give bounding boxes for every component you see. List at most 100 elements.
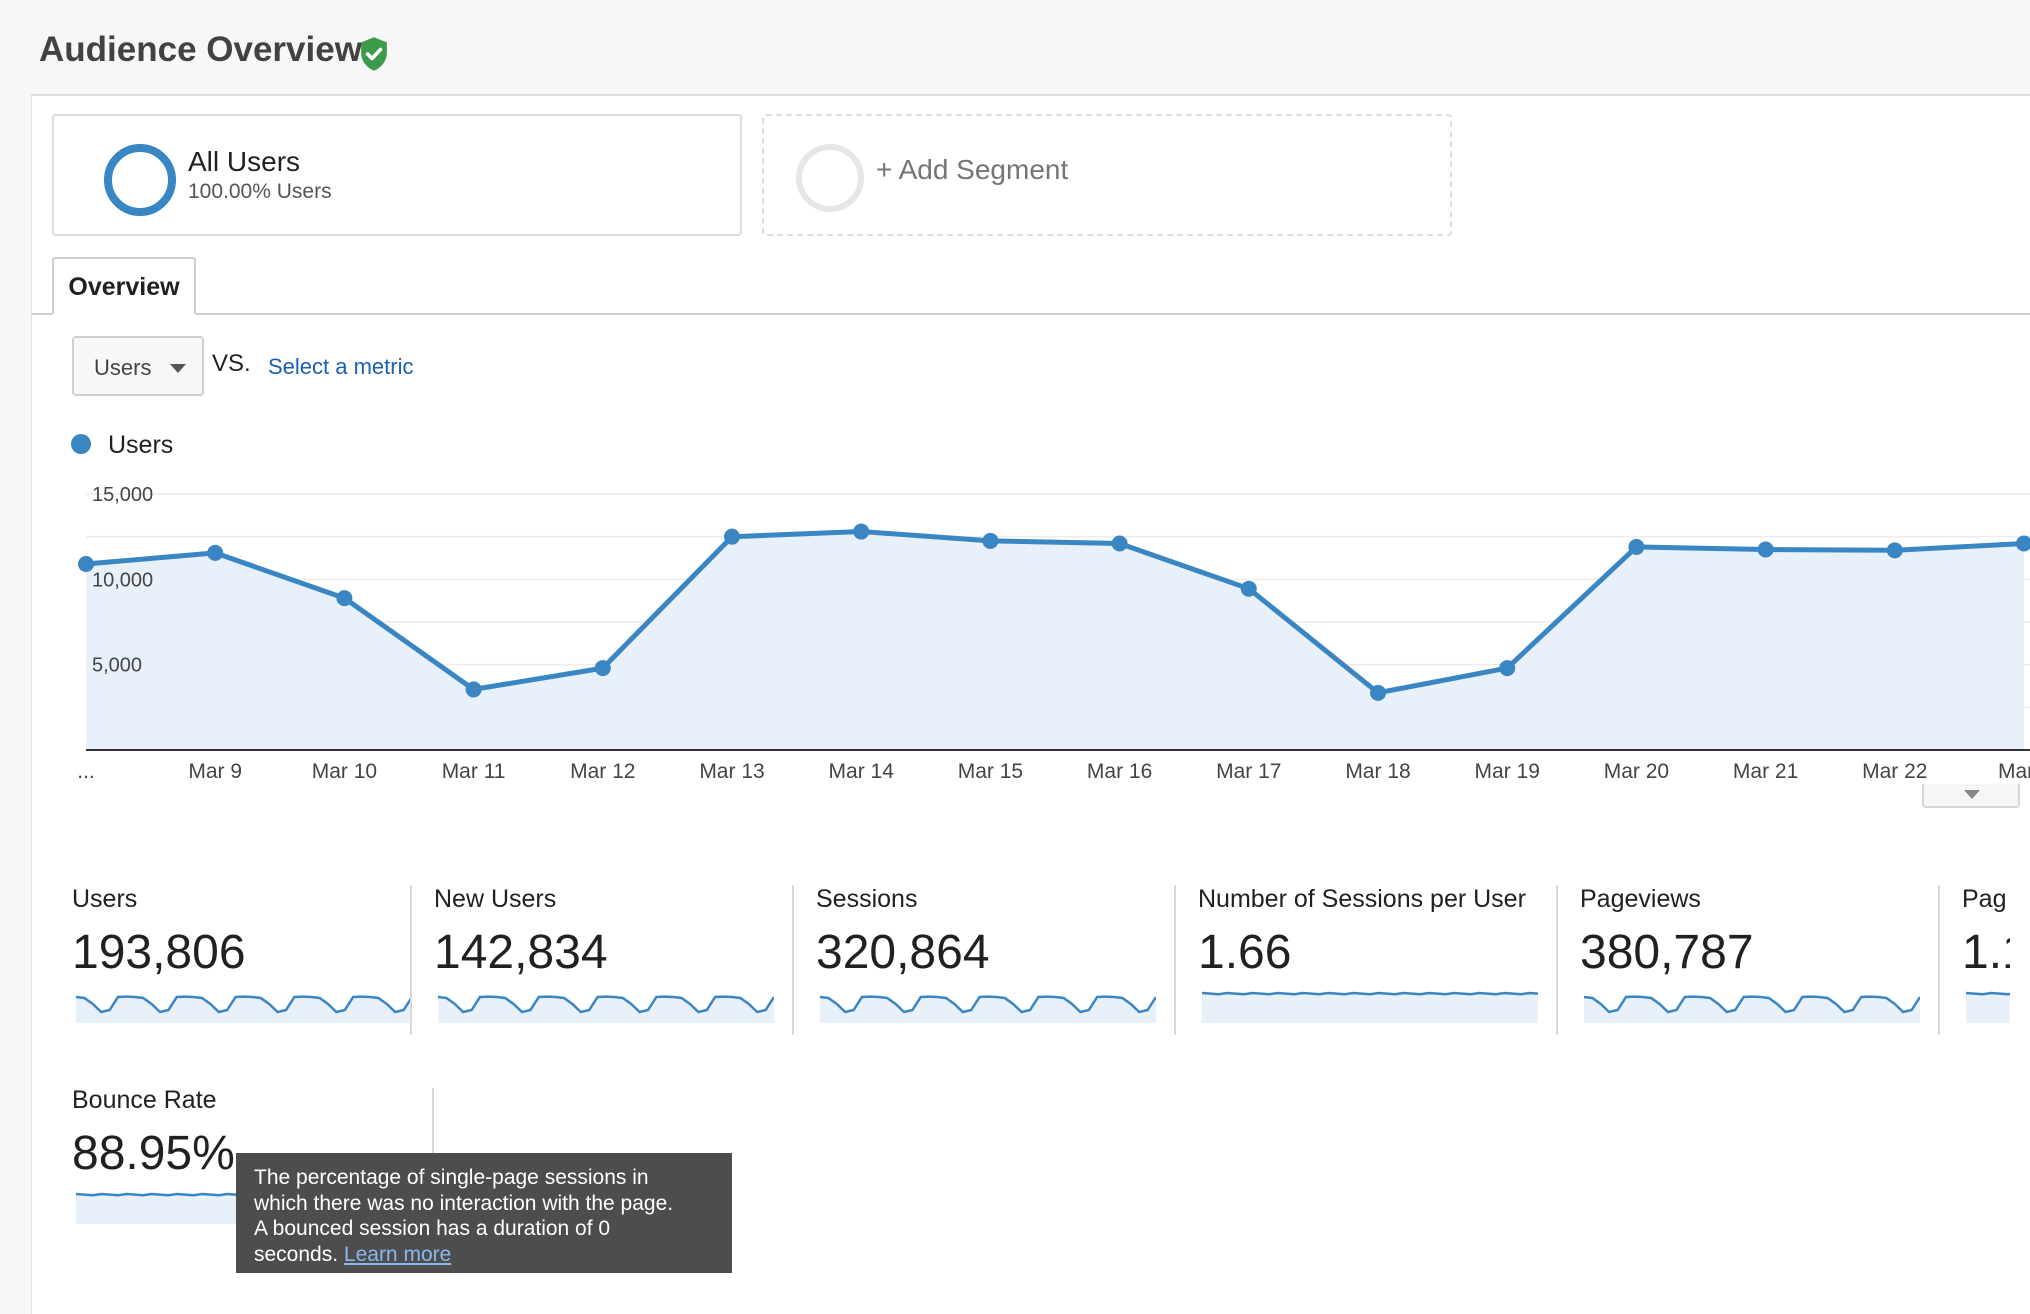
- sparkline-line: [438, 995, 774, 1014]
- users-line-chart: 15,000 10,000 5,000... Mar 9 Mar 10 Mar 11 Mar…: [77, 484, 2030, 783]
- metric-label: Pag: [1962, 885, 2007, 913]
- x-tick-label: Mar 20: [1604, 760, 1669, 783]
- sparkline-line: [1584, 995, 1920, 1014]
- tooltip-text-3: A bounced session has a duration of 0: [254, 1217, 611, 1240]
- tooltip-text-4: seconds.: [254, 1242, 339, 1266]
- sparkline-area: [1584, 996, 1920, 1023]
- metric-value: 1.1: [1962, 926, 2010, 979]
- empty-segment-ring-icon: [796, 144, 864, 212]
- metric-label: New Users: [434, 885, 557, 913]
- add-segment-label: + Add Segment: [876, 154, 1069, 185]
- x-tick-label: Mar 18: [1345, 760, 1410, 783]
- legend-label-users: Users: [108, 431, 174, 459]
- metric-value: 88.95%: [72, 1127, 235, 1180]
- chevron-down-icon: [170, 364, 186, 373]
- metric-card-pag[interactable]: Pag 1.1: [1938, 885, 2010, 1035]
- y-tick-label: 5,000: [92, 655, 142, 677]
- tab-bar-line: [31, 313, 2030, 315]
- tooltip-text-1: The percentage of single-page sessions i…: [254, 1166, 649, 1189]
- metric-label: Number of Sessions per User: [1198, 885, 1526, 913]
- page-header: Audience Overview: [31, 0, 2030, 96]
- x-tick-label: Mar 14: [829, 760, 895, 783]
- x-tick-label: Mar 16: [1087, 760, 1152, 783]
- y-tick-label: 15,000: [92, 484, 153, 506]
- tooltip-text-2: which there was no interaction with the …: [254, 1191, 674, 1215]
- metric-label: Bounce Rate: [72, 1086, 217, 1114]
- sparkline-line: [1966, 991, 2010, 996]
- x-tick-label: Mar 12: [570, 760, 635, 783]
- x-tick-label: Mar 10: [312, 760, 377, 783]
- sparkline-area: [76, 996, 412, 1023]
- metric-label: Users: [72, 885, 138, 913]
- legend-swatch: [71, 434, 91, 454]
- metric-value: 320,864: [816, 926, 990, 979]
- sparkline-area: [820, 996, 1156, 1023]
- x-tick-label: Mar 13: [699, 760, 764, 783]
- chevron-down-icon: [1964, 790, 1980, 799]
- data-point: [1499, 660, 1516, 677]
- card-divider: [432, 1088, 434, 1178]
- data-point: [1886, 542, 1903, 559]
- series-line-users: [85, 529, 2025, 696]
- metric-value: 193,806: [72, 926, 246, 979]
- x-tick-label: Mar 15: [958, 760, 1023, 783]
- x-tick-label: Mar 9: [188, 760, 242, 783]
- sparkline: [1584, 995, 1920, 1023]
- metric-value: 142,834: [434, 926, 608, 979]
- data-point: [1370, 684, 1386, 701]
- metric-label: Pageviews: [1580, 885, 1701, 913]
- learn-more-link[interactable]: Learn more: [343, 1242, 452, 1266]
- vs-label: VS.: [212, 350, 251, 377]
- metric-value: 1.66: [1198, 926, 1292, 979]
- sparkline: [820, 995, 1156, 1023]
- metric-card-sessions[interactable]: Sessions 320,864: [792, 885, 1156, 1035]
- segment-ring-icon: [104, 144, 176, 216]
- sparkline-area: [1202, 993, 1538, 1023]
- data-point: [1111, 535, 1128, 552]
- data-point: [982, 532, 999, 549]
- data-point: [336, 590, 353, 607]
- data-point: [78, 555, 94, 572]
- data-point: [724, 528, 740, 545]
- segment-all-users[interactable]: All Users 100.00% Users: [52, 114, 742, 236]
- segment-subtitle: 100.00% Users: [188, 180, 332, 203]
- data-point: [2016, 535, 2030, 552]
- metric-value: 380,787: [1580, 926, 1754, 979]
- tab-overview[interactable]: Overview: [52, 257, 196, 315]
- metric-card-pageviews[interactable]: Pageviews 380,787: [1556, 885, 1920, 1035]
- data-point: [853, 523, 870, 540]
- sparkline: [76, 995, 412, 1023]
- sparkline-area: [1966, 993, 2010, 1023]
- y-tick-label: 10,000: [92, 569, 153, 591]
- metric-card-users[interactable]: Users 193,806: [72, 885, 416, 1035]
- segment-name: All Users: [188, 146, 301, 177]
- chart-expand-handle[interactable]: [1922, 784, 2020, 808]
- data-point: [1628, 538, 1645, 555]
- sparkline-area: [438, 996, 774, 1023]
- data-point: [594, 660, 611, 677]
- series-area-users: [86, 531, 2024, 750]
- metric-dropdown-value: Users: [94, 355, 152, 380]
- left-gutter: [0, 0, 32, 1314]
- metric-card-number-of-sessions-per-user[interactable]: Number of Sessions per User 1.66: [1174, 885, 1538, 1035]
- select-metric-link[interactable]: Select a metric: [268, 354, 414, 379]
- x-tick-label: Mar 22: [1862, 760, 1927, 783]
- x-tick-label: Mar 21: [1733, 760, 1798, 783]
- add-segment-button[interactable]: + Add Segment: [762, 114, 1452, 236]
- sparkline: [438, 995, 774, 1023]
- sparkline-line: [1202, 991, 1538, 996]
- data-point: [1757, 541, 1774, 558]
- sparkline: [1966, 991, 2010, 1023]
- x-tick-label: Mar 19: [1475, 760, 1540, 783]
- x-tick-label: ...: [77, 760, 95, 783]
- shield-check-icon: [361, 37, 387, 71]
- page-title: Audience Overview: [39, 30, 362, 69]
- metric-card-new-users[interactable]: New Users 142,834: [410, 885, 774, 1035]
- x-tick-label: Mar: [1998, 760, 2030, 783]
- metric-label: Sessions: [816, 885, 918, 913]
- x-tick-label: Mar 17: [1216, 760, 1281, 783]
- data-point: [207, 544, 224, 561]
- sparkline-line: [820, 995, 1156, 1014]
- metric-dropdown[interactable]: Users: [72, 336, 204, 396]
- sparkline: [1202, 991, 1538, 1023]
